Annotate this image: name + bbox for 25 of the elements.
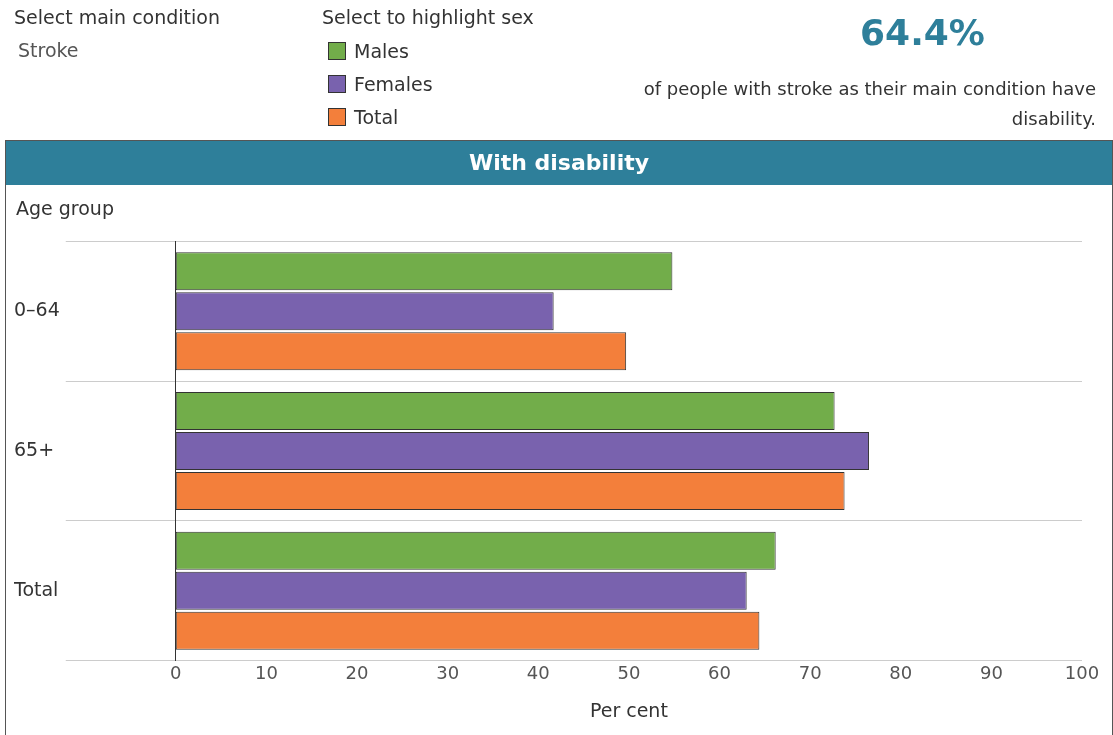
x-tick-label: 100 <box>1064 662 1100 684</box>
x-tick-label: 80 <box>889 662 913 684</box>
x-tick-label: 90 <box>979 662 1003 684</box>
y-tick-label: Total <box>13 577 59 600</box>
legend-label: Females <box>354 72 433 95</box>
y-tick-label: 65+ <box>14 437 55 460</box>
x-tick-label: 20 <box>345 662 369 684</box>
x-axis-title: Per cent <box>589 698 668 721</box>
legend-title: Select to highlight sex <box>322 6 534 28</box>
y-axis-title: Age group <box>16 197 114 219</box>
x-tick-label: 40 <box>526 662 550 684</box>
text: 64.4% <box>859 12 986 53</box>
legend-label: Total <box>354 105 399 128</box>
x-tick-label: 0 <box>170 662 182 684</box>
x-tick-label: 30 <box>436 662 460 684</box>
x-tick-label: 70 <box>798 662 822 684</box>
x-tick-label: 10 <box>254 662 278 684</box>
text: Stroke <box>18 39 79 61</box>
x-tick-label: 50 <box>617 662 641 684</box>
x-tick-label: 60 <box>708 662 731 684</box>
y-tick-label: 0–64 <box>14 298 60 321</box>
legend-label: Males <box>354 39 409 62</box>
chart-title: With disability <box>6 141 1112 185</box>
text: Select main condition <box>14 6 221 28</box>
text: of people with stroke as their main condition have disability. <box>642 77 1096 131</box>
